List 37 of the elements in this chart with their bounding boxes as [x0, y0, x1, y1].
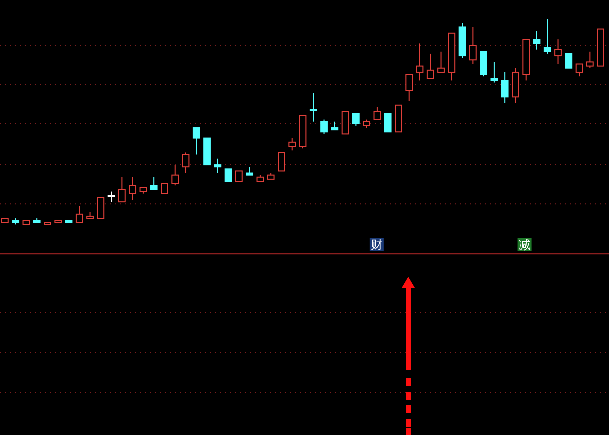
text: 减: [518, 238, 531, 252]
candlestick: [544, 18, 552, 54]
candlestick: [129, 176, 137, 201]
candlestick: [224, 168, 232, 182]
candlestick: [352, 113, 360, 126]
candlestick: [76, 206, 84, 224]
candlestick: [565, 53, 573, 69]
candlestick: [97, 197, 105, 220]
candlestick: [278, 152, 286, 172]
candlestick: [586, 51, 594, 69]
candlestick: [288, 138, 296, 152]
candlestick: [384, 113, 392, 133]
candlestick: [192, 128, 200, 156]
candlestick: [480, 51, 488, 78]
candlestick: [554, 39, 562, 65]
candlestick: [490, 62, 498, 84]
candlestick: [320, 119, 328, 135]
candlestick: [374, 106, 382, 120]
candlestick: [235, 170, 243, 182]
candlestick: [501, 72, 509, 104]
candlestick: [576, 64, 584, 78]
candlestick: [438, 51, 445, 73]
candlestick: [172, 164, 180, 186]
candlestick: [108, 191, 116, 203]
text: 财: [370, 238, 383, 252]
candlestick: [426, 53, 434, 80]
candlestick: [469, 26, 477, 65]
candlestick: [533, 30, 541, 50]
candlestick: [416, 43, 424, 82]
candlestick: [214, 158, 222, 174]
candlestick: [161, 183, 168, 194]
candlestick: [182, 152, 190, 174]
candlestick: [342, 111, 350, 135]
candlestick: [150, 176, 158, 190]
candlestick: [118, 176, 126, 203]
candlestick: [406, 74, 414, 102]
candlestick: [310, 92, 318, 122]
